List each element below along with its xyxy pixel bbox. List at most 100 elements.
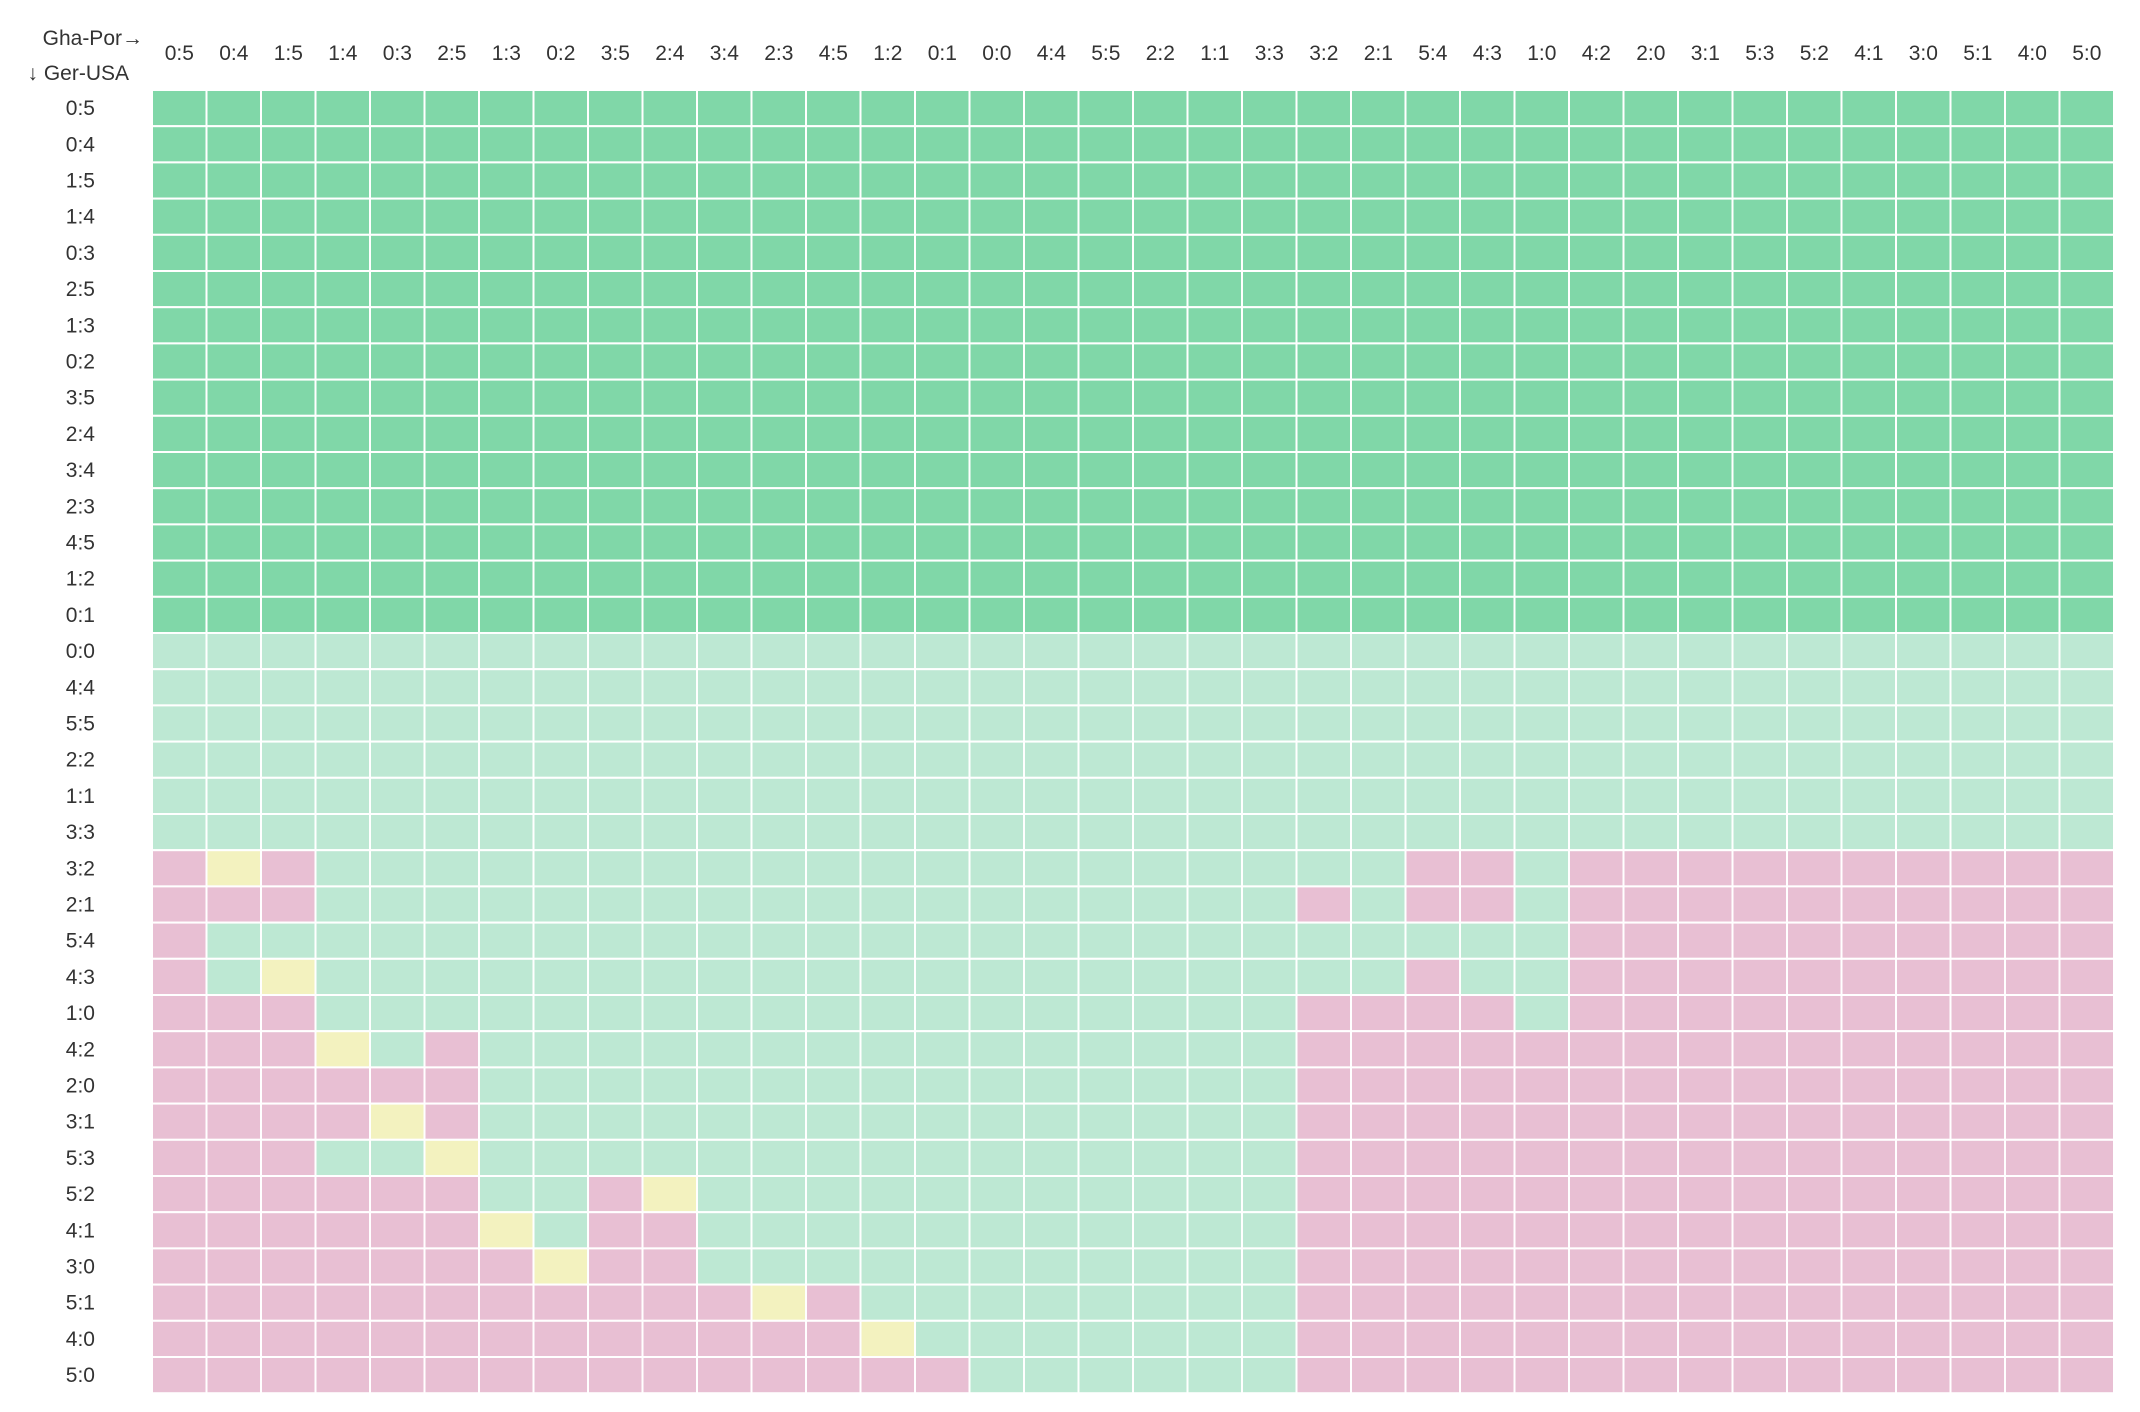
heatmap-cell [1404,233,1461,273]
heatmap-cell [2004,125,2061,164]
heatmap-cell [1459,487,1516,526]
heatmap-cell [1731,1247,1788,1286]
heatmap-cell [1949,1319,2006,1359]
heatmap-cell [1023,89,1080,128]
heatmap-cell [532,1211,589,1250]
heatmap-cell [1731,559,1788,598]
heatmap-cell [1731,813,1788,852]
heatmap-cell [1295,1211,1352,1250]
heatmap-cell [1513,197,1570,236]
heatmap-cell [2004,849,2061,888]
heatmap-cell [478,523,535,562]
heatmap-cell [805,342,862,381]
row-label: 0:0 [66,640,95,663]
heatmap-cell [1077,1102,1134,1141]
heatmap-cell [1077,197,1134,236]
heatmap-cell [1459,523,1516,562]
heatmap-cell [1023,487,1080,526]
heatmap-cell [1132,1175,1189,1214]
heatmap-cell [968,233,1025,273]
row-label: 1:2 [66,568,95,591]
heatmap-cell [1023,1175,1080,1214]
heatmap-cell [1186,378,1243,417]
heatmap-cell [641,813,698,852]
heatmap-cell [859,921,916,960]
heatmap-cell [423,487,480,526]
heatmap-cell [1840,1356,1897,1395]
heatmap-cell [641,197,698,236]
heatmap-cell [914,306,971,345]
heatmap-cell [587,1066,644,1105]
row-label: 5:4 [66,930,96,953]
heatmap-cell [968,559,1025,598]
heatmap-cell [1895,776,1952,815]
heatmap-cell [1350,595,1407,634]
heatmap-cell [1077,1138,1134,1178]
heatmap-cell [1840,306,1897,345]
heatmap-cell [314,1102,371,1141]
heatmap-cell [314,957,371,996]
heatmap-cell [1350,414,1407,453]
heatmap-cell [805,595,862,634]
heatmap-cell [2058,668,2115,707]
heatmap-cell [805,1066,862,1105]
heatmap-cell [1350,1066,1407,1105]
heatmap-cell [260,776,317,815]
heatmap-cell [805,1211,862,1250]
column-label: 2:4 [655,42,685,65]
heatmap-cell [1459,306,1516,345]
heatmap-cell [478,559,535,598]
heatmap-cell [1077,1319,1134,1359]
heatmap-cell [478,1066,535,1105]
column-label: 0:1 [928,42,957,65]
heatmap-cell [1186,1283,1243,1322]
column-labels: 0:5 0:4 1:5 1:4 0:3 2:5 1:3 0:2 3:5 2:4 3:4 2:3 4:5 1… [165,42,2102,65]
heatmap-cell [914,921,971,960]
heatmap-cell [641,1247,698,1286]
heatmap-cell [1677,125,1734,164]
heatmap-cell [1840,378,1897,417]
heatmap-cell [369,1066,426,1105]
heatmap-cell [2004,1211,2061,1250]
heatmap-cell [968,1319,1025,1359]
heatmap-cell [1895,1356,1952,1395]
heatmap-cell [1895,487,1952,526]
heatmap-cell [1949,704,2006,743]
heatmap-cell [859,1138,916,1178]
heatmap-cell [1404,776,1461,815]
heatmap-cell [1840,885,1897,924]
heatmap-cell [1241,270,1298,309]
heatmap-cell [1840,1138,1897,1178]
heatmap-cell [1895,994,1952,1033]
heatmap-cell [314,1066,371,1105]
heatmap-cell [478,161,535,200]
heatmap-cell [205,306,262,345]
heatmap-cell [1077,89,1134,128]
heatmap-cell [1622,1356,1679,1395]
heatmap-cell [2004,632,2061,671]
heatmap-cell [587,559,644,598]
heatmap-cell [151,1138,208,1178]
heatmap-cell [1241,89,1298,128]
heatmap-cell [1949,668,2006,707]
heatmap-cell [859,523,916,562]
heatmap-cell [1840,451,1897,490]
heatmap-cell [1949,813,2006,852]
heatmap-cell [1513,1066,1570,1105]
heatmap-cell [2004,270,2061,309]
heatmap-cell [205,1283,262,1322]
heatmap-cell [1077,849,1134,888]
heatmap-cell [1404,813,1461,852]
heatmap-cell [532,161,589,200]
heatmap-cell [1677,668,1734,707]
heatmap-cell [532,1247,589,1286]
heatmap-cell [151,487,208,526]
heatmap-cell [1186,1102,1243,1141]
heatmap-cell [587,1319,644,1359]
heatmap-cell [1786,632,1843,671]
heatmap-cell [641,994,698,1033]
heatmap-cell [532,197,589,236]
column-label: 1:5 [274,42,303,65]
heatmap-cell [423,957,480,996]
heatmap-cell [641,740,698,779]
